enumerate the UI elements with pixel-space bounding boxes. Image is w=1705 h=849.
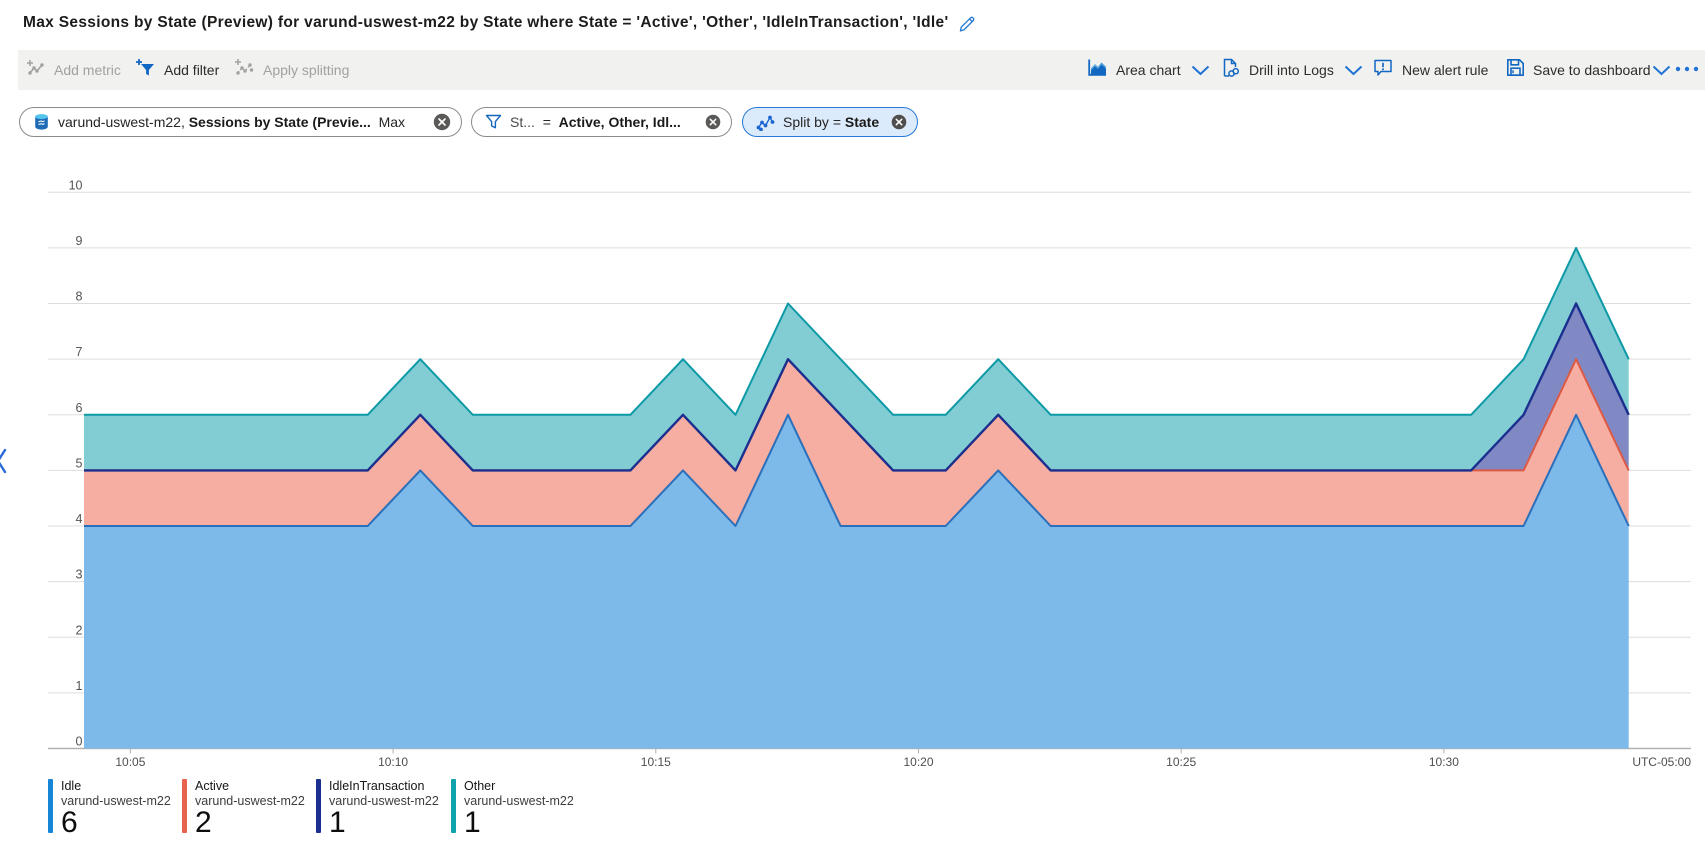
- legend-swatch-idle: [48, 779, 53, 833]
- legend-item-idleintransaction[interactable]: IdleInTransaction varund-uswest-m22 1: [316, 779, 439, 839]
- svg-text:5: 5: [76, 456, 83, 470]
- new-alert-rule-label: New alert rule: [1402, 62, 1489, 78]
- svg-text:0: 0: [76, 735, 83, 749]
- save-to-dashboard-button[interactable]: Save to dashboard: [1506, 50, 1671, 90]
- filter-pill[interactable]: St... = Active, Other, Idl...: [471, 107, 732, 137]
- svg-text:8: 8: [76, 290, 83, 304]
- legend-name: Other: [464, 779, 496, 793]
- svg-text:10:10: 10:10: [378, 755, 408, 769]
- filter-pill-eq: =: [542, 114, 551, 130]
- svg-text:2: 2: [76, 623, 83, 637]
- edit-title-icon[interactable]: [958, 14, 977, 33]
- metric-pill-resource: varund-uswest-m22,: [58, 114, 185, 130]
- new-alert-rule-icon: [1373, 58, 1393, 83]
- svg-text:UTC-05:00: UTC-05:00: [1632, 755, 1691, 769]
- drill-into-logs-button[interactable]: Drill into Logs: [1220, 50, 1363, 90]
- metric-pill-aggregation: Max: [378, 114, 406, 130]
- split-pill-eq: =: [832, 114, 841, 130]
- svg-text:10:25: 10:25: [1166, 755, 1196, 769]
- save-to-dashboard-icon: [1506, 58, 1525, 82]
- chart-type-button[interactable]: Area chart: [1087, 50, 1210, 90]
- area-chart-icon: [1087, 58, 1107, 82]
- legend-item-idle[interactable]: Idle varund-uswest-m22 6: [48, 779, 171, 839]
- legend-value: 1: [329, 806, 346, 839]
- add-metric-button[interactable]: Add metric: [26, 50, 121, 90]
- filter-funnel-icon: [485, 114, 502, 130]
- split-pill-value: State: [844, 114, 880, 130]
- legend-name: Idle: [61, 779, 82, 793]
- add-metric-label: Add metric: [54, 62, 121, 78]
- svg-text:4: 4: [76, 512, 83, 526]
- add-filter-label: Add filter: [164, 62, 220, 78]
- add-filter-button[interactable]: Add filter: [135, 50, 219, 90]
- add-metric-icon: [26, 59, 45, 82]
- metric-pill[interactable]: varund-uswest-m22, Sessions by State (Pr…: [19, 107, 462, 137]
- remove-metric-icon[interactable]: [433, 113, 451, 131]
- apply-splitting-label: Apply splitting: [263, 62, 350, 78]
- legend-value: 1: [464, 806, 481, 839]
- legend-swatch-idleintransaction: [316, 779, 321, 833]
- metric-pill-text: varund-uswest-m22, Sessions by State (Pr…: [58, 114, 405, 130]
- legend-value: 6: [61, 806, 78, 839]
- legend-item-active[interactable]: Active varund-uswest-m22 2: [182, 779, 305, 839]
- svg-text:9: 9: [76, 234, 83, 248]
- add-filter-icon: [135, 58, 155, 82]
- svg-text:1: 1: [76, 679, 83, 693]
- svg-text:10:15: 10:15: [641, 755, 671, 769]
- chart-title-row: Max Sessions by State (Preview) for varu…: [23, 12, 977, 34]
- svg-text:6: 6: [76, 401, 83, 415]
- legend-value: 2: [195, 806, 212, 839]
- drill-into-logs-chevron-icon: [1344, 65, 1363, 76]
- legend-resource: varund-uswest-m22: [195, 794, 305, 808]
- legend-resource: varund-uswest-m22: [329, 794, 439, 808]
- legend-item-other[interactable]: Other varund-uswest-m22 1: [451, 779, 574, 839]
- svg-text:7: 7: [76, 345, 83, 359]
- legend-resource: varund-uswest-m22: [464, 794, 574, 808]
- svg-text:10:05: 10:05: [115, 755, 145, 769]
- legend-swatch-active: [182, 779, 187, 833]
- svg-text:10:20: 10:20: [903, 755, 933, 769]
- more-options-button[interactable]: [1674, 50, 1700, 90]
- split-by-icon: [756, 114, 775, 131]
- legend-name: IdleInTransaction: [329, 779, 425, 793]
- drill-into-logs-label: Drill into Logs: [1249, 62, 1334, 78]
- svg-text:10: 10: [69, 178, 83, 192]
- apply-splitting-button[interactable]: Apply splitting: [234, 50, 349, 90]
- legend-resource: varund-uswest-m22: [61, 794, 171, 808]
- filter-pill-text: St... = Active, Other, Idl...: [510, 114, 681, 130]
- remove-split-icon[interactable]: [891, 114, 907, 130]
- legend-swatch-other: [451, 779, 456, 833]
- chart-type-chevron-icon: [1191, 65, 1210, 76]
- sql-database-icon: [33, 113, 50, 131]
- filter-pill-property: St...: [510, 114, 535, 130]
- metric-pill-name: Sessions by State (Previe...: [188, 114, 371, 130]
- legend-name: Active: [195, 779, 230, 793]
- chart-toolbar: Add metric Add filter App: [18, 50, 1705, 90]
- svg-text:10:30: 10:30: [1429, 755, 1459, 769]
- apply-splitting-icon: [234, 58, 254, 82]
- split-pill-label: Split by: [783, 114, 829, 130]
- svg-text:3: 3: [76, 568, 83, 582]
- remove-filter-icon[interactable]: [705, 114, 721, 130]
- panel-collapse-chevron-icon[interactable]: [0, 448, 7, 474]
- ellipsis-icon: [1674, 61, 1700, 79]
- split-pill[interactable]: Split by = State: [742, 107, 918, 137]
- new-alert-rule-button[interactable]: New alert rule: [1373, 50, 1488, 90]
- save-to-dashboard-label: Save to dashboard: [1533, 62, 1651, 78]
- filter-pill-value: Active, Other, Idl...: [558, 114, 681, 130]
- save-to-dashboard-chevron-icon: [1652, 65, 1671, 76]
- chart-type-label: Area chart: [1116, 62, 1181, 78]
- split-pill-text: Split by = State: [783, 114, 879, 130]
- chart-title: Max Sessions by State (Preview) for varu…: [23, 14, 949, 31]
- drill-into-logs-icon: [1220, 58, 1240, 83]
